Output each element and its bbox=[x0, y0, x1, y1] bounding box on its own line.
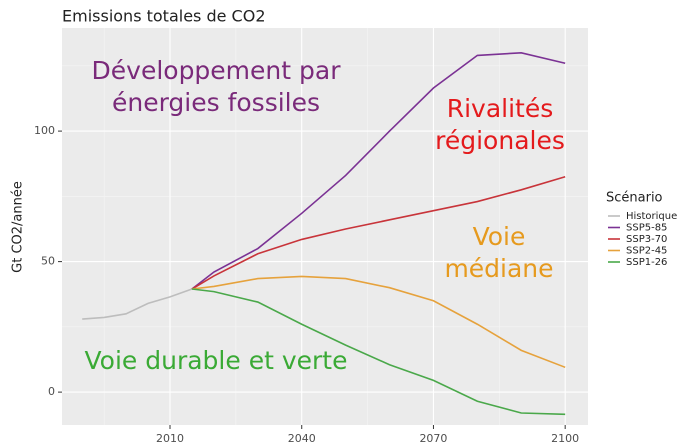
legend-label: SSP5-85 bbox=[626, 223, 667, 234]
y-tick-label: 50 bbox=[41, 255, 55, 268]
legend-label: SSP2-45 bbox=[626, 246, 667, 257]
legend-label: SSP1-26 bbox=[626, 257, 667, 268]
y-tick-label: 0 bbox=[48, 385, 55, 398]
annotation: Développement par bbox=[92, 56, 342, 85]
series-line bbox=[191, 288, 566, 416]
legend-label: SSP3-70 bbox=[626, 234, 667, 245]
annotation: Voie durable et verte bbox=[85, 346, 348, 375]
x-tick-label: 2010 bbox=[156, 432, 184, 445]
x-tick-label: 2100 bbox=[551, 432, 579, 445]
series-line bbox=[191, 275, 566, 369]
y-tick-label: 100 bbox=[34, 124, 55, 137]
x-tick-label: 2070 bbox=[419, 432, 447, 445]
series-line bbox=[191, 176, 566, 290]
series-line bbox=[191, 51, 566, 290]
annotation: énergies fossiles bbox=[112, 88, 320, 117]
annotation: régionales bbox=[435, 126, 565, 155]
x-tick-label: 2040 bbox=[288, 432, 316, 445]
series-line bbox=[82, 288, 193, 320]
y-axis-label: Gt CO2/année bbox=[11, 181, 26, 273]
legend-label: Historique bbox=[626, 211, 677, 222]
annotation: médiane bbox=[444, 254, 553, 283]
annotation: Rivalités bbox=[447, 94, 554, 123]
legend-title: Scénario bbox=[606, 191, 663, 206]
chart-title: Emissions totales de CO2 bbox=[62, 7, 266, 26]
plot-background bbox=[62, 28, 588, 425]
annotation: Voie bbox=[473, 222, 526, 251]
